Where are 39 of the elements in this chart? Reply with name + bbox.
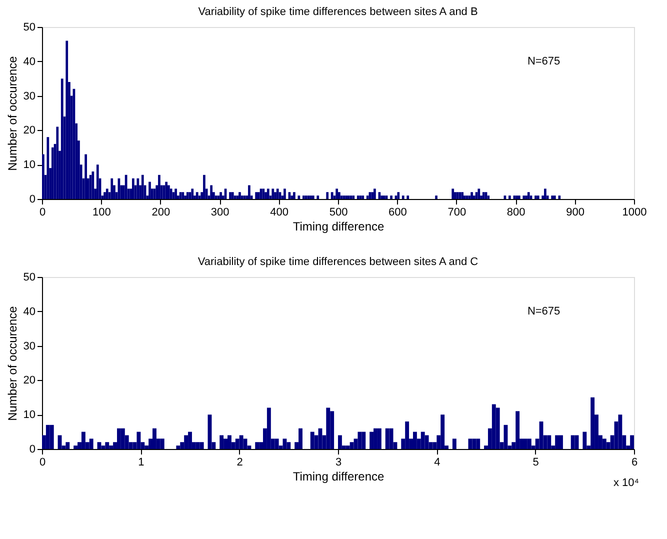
- x-axis-title: Timing difference: [292, 470, 385, 484]
- x-tick-label: 0: [39, 456, 46, 468]
- y-tick-label: 0: [29, 194, 36, 206]
- x-axis-title: Timing difference: [292, 220, 385, 234]
- x-tick-label: 1: [138, 456, 144, 468]
- text: x 10⁴: [613, 477, 640, 489]
- y-tick-label: 20: [23, 124, 36, 137]
- x-tick-label: 100: [92, 206, 111, 218]
- y-axis-title: Number of occurence: [5, 306, 20, 421]
- x-tick-label: 300: [210, 206, 230, 218]
- x-tick-label: 4: [434, 456, 440, 468]
- x-tick-label: 800: [506, 206, 526, 218]
- y-tick-label: 30: [23, 90, 36, 102]
- x-tick-label: 500: [329, 206, 348, 218]
- x-tick-label: 600: [388, 206, 407, 218]
- y-tick-label: 30: [23, 340, 36, 352]
- y-tick-label: 0: [29, 444, 36, 456]
- y-tick-label: 40: [23, 306, 36, 318]
- x-tick-label: 1000: [622, 206, 647, 218]
- annotation: N=675: [527, 55, 560, 68]
- x-tick-label: 400: [270, 206, 288, 218]
- y-tick-label: 10: [23, 409, 36, 422]
- chart-title: Variability of spike time differences between sites A and C: [198, 256, 478, 268]
- annotation: N=675: [527, 305, 560, 318]
- x-tick-label: 0: [39, 206, 46, 218]
- x-tick-label: 5: [532, 456, 539, 468]
- chart-title: Variability of spike time differences between sites A and B: [198, 6, 478, 18]
- x-tick-label: 2: [236, 456, 243, 468]
- x-tick-label: 200: [152, 206, 170, 218]
- y-tick-label: 20: [23, 374, 36, 387]
- x-tick-label: 3: [335, 456, 342, 468]
- y-tick-label: 50: [23, 272, 36, 284]
- x-tick-label: 6: [631, 456, 638, 468]
- x-tick-label: 900: [566, 206, 584, 218]
- y-axis-title: Number of occurence: [5, 56, 20, 171]
- y-tick-label: 10: [23, 159, 36, 172]
- y-tick-label: 40: [23, 56, 36, 68]
- y-tick-label: 50: [23, 22, 36, 34]
- x-tick-label: 700: [448, 206, 466, 218]
